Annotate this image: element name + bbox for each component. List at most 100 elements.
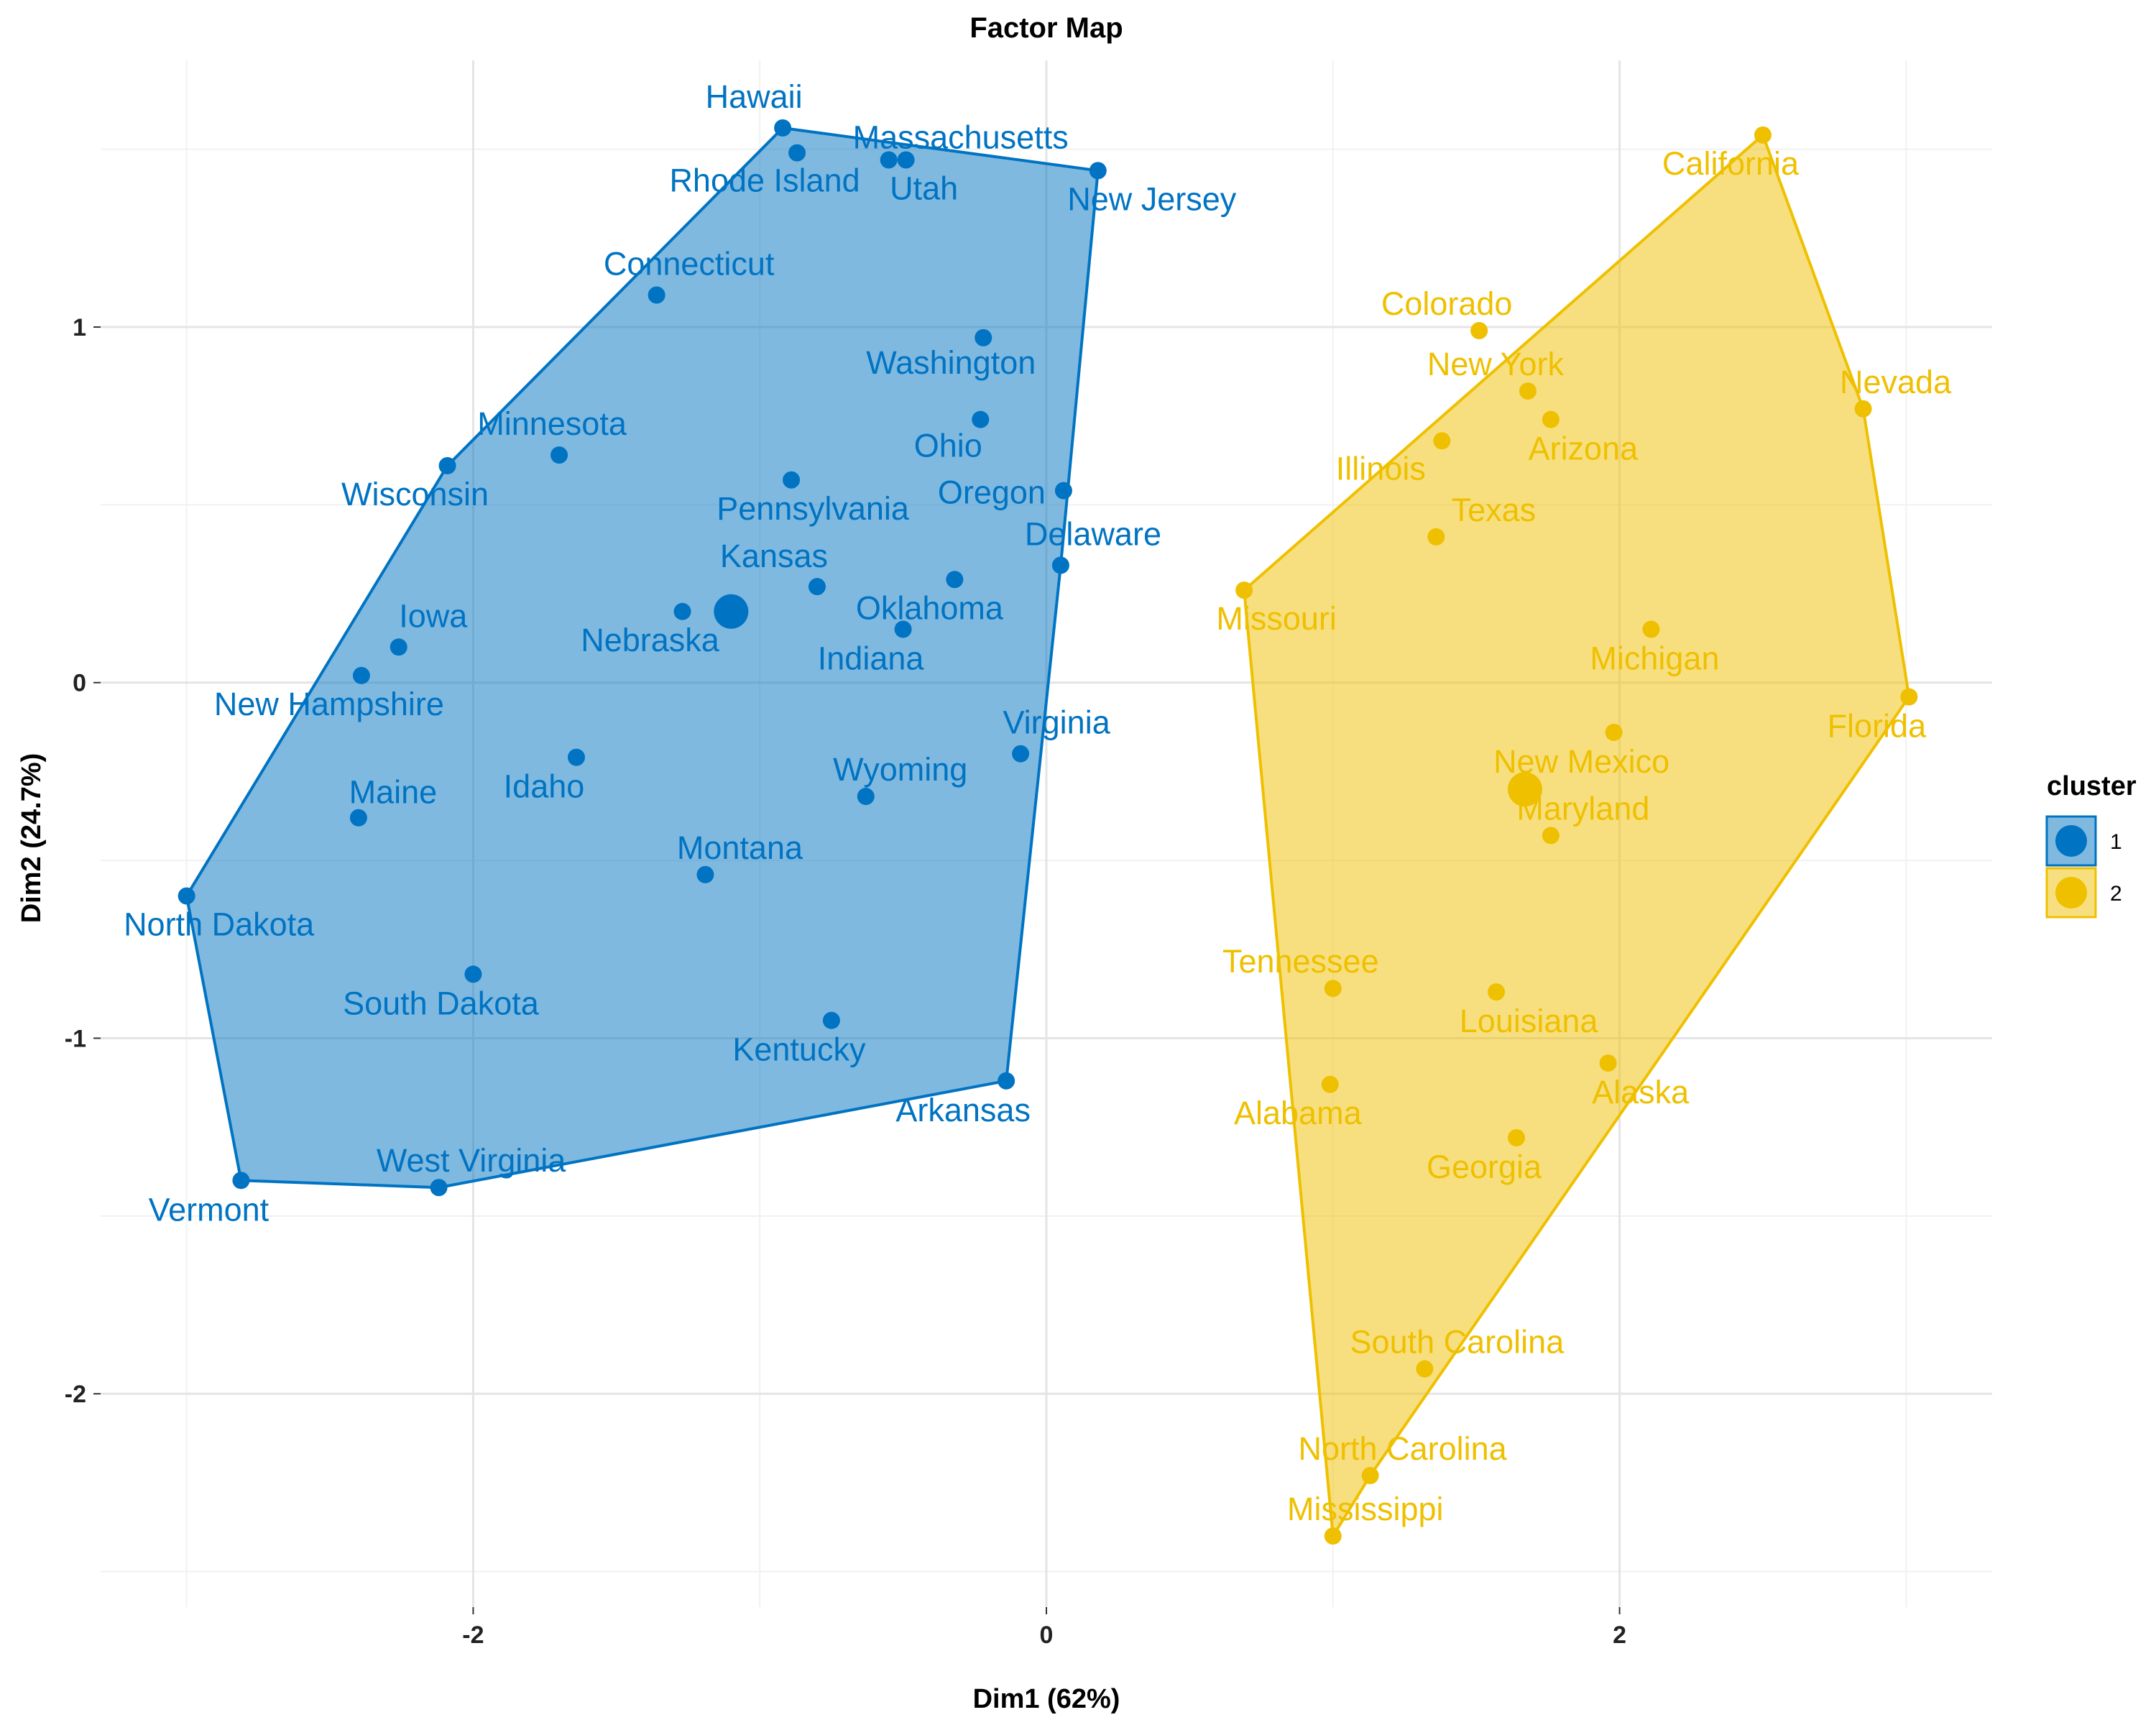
cluster-1-point — [232, 1172, 250, 1190]
point-label: Ohio — [914, 428, 982, 464]
point-labels: Hawaii Rhode Island Massachusetts Utah New J… — [124, 78, 1952, 1527]
point-label: Maine — [349, 774, 438, 811]
point-label: North Carolina — [1299, 1430, 1508, 1467]
cluster-1-point — [438, 456, 456, 474]
point-label: Mississippi — [1287, 1491, 1444, 1527]
point-label: Texas — [1452, 492, 1537, 528]
cluster-1-point — [946, 571, 964, 589]
cluster-2-point — [1321, 1075, 1339, 1093]
data-points — [178, 119, 1918, 1545]
point-label: Maryland — [1516, 790, 1649, 827]
point-label: New Jersey — [1067, 180, 1237, 217]
x-axis-ticks: -2 0 2 — [462, 1607, 1626, 1649]
cluster-1-point — [648, 286, 665, 304]
point-label: Idaho — [504, 768, 585, 805]
point-label: Connecticut — [604, 246, 775, 282]
cluster-2-point — [1754, 126, 1772, 144]
cluster-2-centroid — [1507, 772, 1542, 807]
point-label: North Dakota — [124, 906, 315, 943]
point-label: South Dakota — [343, 985, 540, 1021]
point-label: Nebraska — [581, 622, 720, 658]
point-label: Iowa — [399, 597, 468, 634]
cluster-1-point — [696, 865, 714, 883]
cluster-2-point — [1605, 724, 1623, 742]
cluster-2-point — [1433, 432, 1451, 450]
cluster-2-point — [1542, 827, 1560, 845]
cluster-1-point — [975, 328, 992, 346]
point-label: Alaska — [1592, 1074, 1690, 1110]
point-label: Washington — [866, 344, 1036, 381]
y-tick-label: 0 — [73, 670, 86, 697]
cluster-2-point — [1488, 983, 1506, 1001]
chart-title: Factor Map — [969, 12, 1123, 44]
point-label: Georgia — [1427, 1149, 1542, 1185]
point-label: Vermont — [149, 1191, 270, 1228]
cluster-2-point — [1542, 410, 1560, 428]
cluster-2-point — [1508, 1128, 1526, 1146]
cluster-2-point — [1324, 980, 1342, 998]
cluster-1-point — [1089, 162, 1107, 180]
point-label: California — [1662, 145, 1800, 182]
cluster-2-point — [1900, 688, 1918, 706]
legend-entries: 12 — [2045, 815, 2122, 919]
point-label: Illinois — [1336, 450, 1426, 487]
cluster-1-point — [880, 151, 898, 169]
point-label: Oregon — [938, 474, 1046, 511]
cluster-1-point — [1051, 556, 1069, 574]
cluster-1-point — [822, 1011, 840, 1029]
cluster-1-point — [567, 748, 585, 766]
point-label: Kentucky — [732, 1031, 866, 1068]
cluster-2-point — [1642, 620, 1660, 638]
point-label: Kansas — [720, 538, 828, 574]
point-label: Wisconsin — [341, 476, 489, 512]
point-label: New York — [1427, 346, 1565, 382]
point-label: Hawaii — [706, 78, 803, 115]
point-label: Michigan — [1590, 640, 1719, 677]
point-label: South Carolina — [1350, 1324, 1565, 1361]
legend-symbol-2 — [2055, 877, 2087, 908]
cluster-1-point — [349, 809, 367, 827]
point-label: Minnesota — [477, 405, 627, 442]
cluster-1-point — [972, 410, 990, 428]
point-label: Tennessee — [1222, 943, 1379, 980]
cluster-2-point — [1235, 581, 1253, 599]
cluster-2-point — [1416, 1360, 1434, 1378]
point-label: Virginia — [1003, 704, 1110, 741]
y-tick-label: 1 — [73, 314, 86, 341]
point-label: Pennsylvania — [717, 490, 910, 527]
legend-title: cluster — [2047, 771, 2137, 801]
cluster-2-point — [1854, 400, 1872, 418]
cluster-1-point — [430, 1179, 448, 1197]
point-label: Florida — [1828, 708, 1927, 745]
point-label: Indiana — [818, 640, 925, 677]
cluster-2-point — [1427, 528, 1445, 546]
point-label: Louisiana — [1460, 1003, 1599, 1039]
cluster-2-point — [1599, 1054, 1617, 1072]
legend-label-2: 2 — [2110, 882, 2122, 906]
cluster-1-point — [774, 119, 792, 137]
point-label: Nevada — [1840, 364, 1952, 400]
point-label: Arkansas — [895, 1092, 1031, 1128]
y-axis-label: Dim2 (24.7%) — [17, 753, 47, 924]
cluster-1-point — [178, 887, 195, 905]
cluster-1-point — [808, 578, 826, 596]
point-label: Utah — [890, 170, 958, 207]
point-label: Oklahoma — [856, 589, 1004, 626]
cluster-2-point — [1361, 1466, 1379, 1484]
cluster-2-point — [1324, 1527, 1342, 1545]
point-label: Montana — [677, 829, 803, 866]
cluster-1-point — [894, 620, 912, 638]
cluster-1-point — [783, 471, 801, 489]
point-label: New Hampshire — [214, 686, 444, 722]
cluster-1-point — [390, 638, 407, 656]
cluster-1-point — [673, 602, 691, 620]
x-tick-label: 0 — [1040, 1622, 1054, 1649]
y-tick-label: -2 — [65, 1381, 86, 1408]
point-label: Rhode Island — [669, 162, 860, 199]
cluster-1-point — [1012, 745, 1030, 763]
point-label: Delaware — [1025, 515, 1161, 552]
point-label: Massachusetts — [853, 119, 1069, 156]
cluster-1-point — [464, 965, 482, 983]
cluster-1-point — [1054, 482, 1072, 500]
